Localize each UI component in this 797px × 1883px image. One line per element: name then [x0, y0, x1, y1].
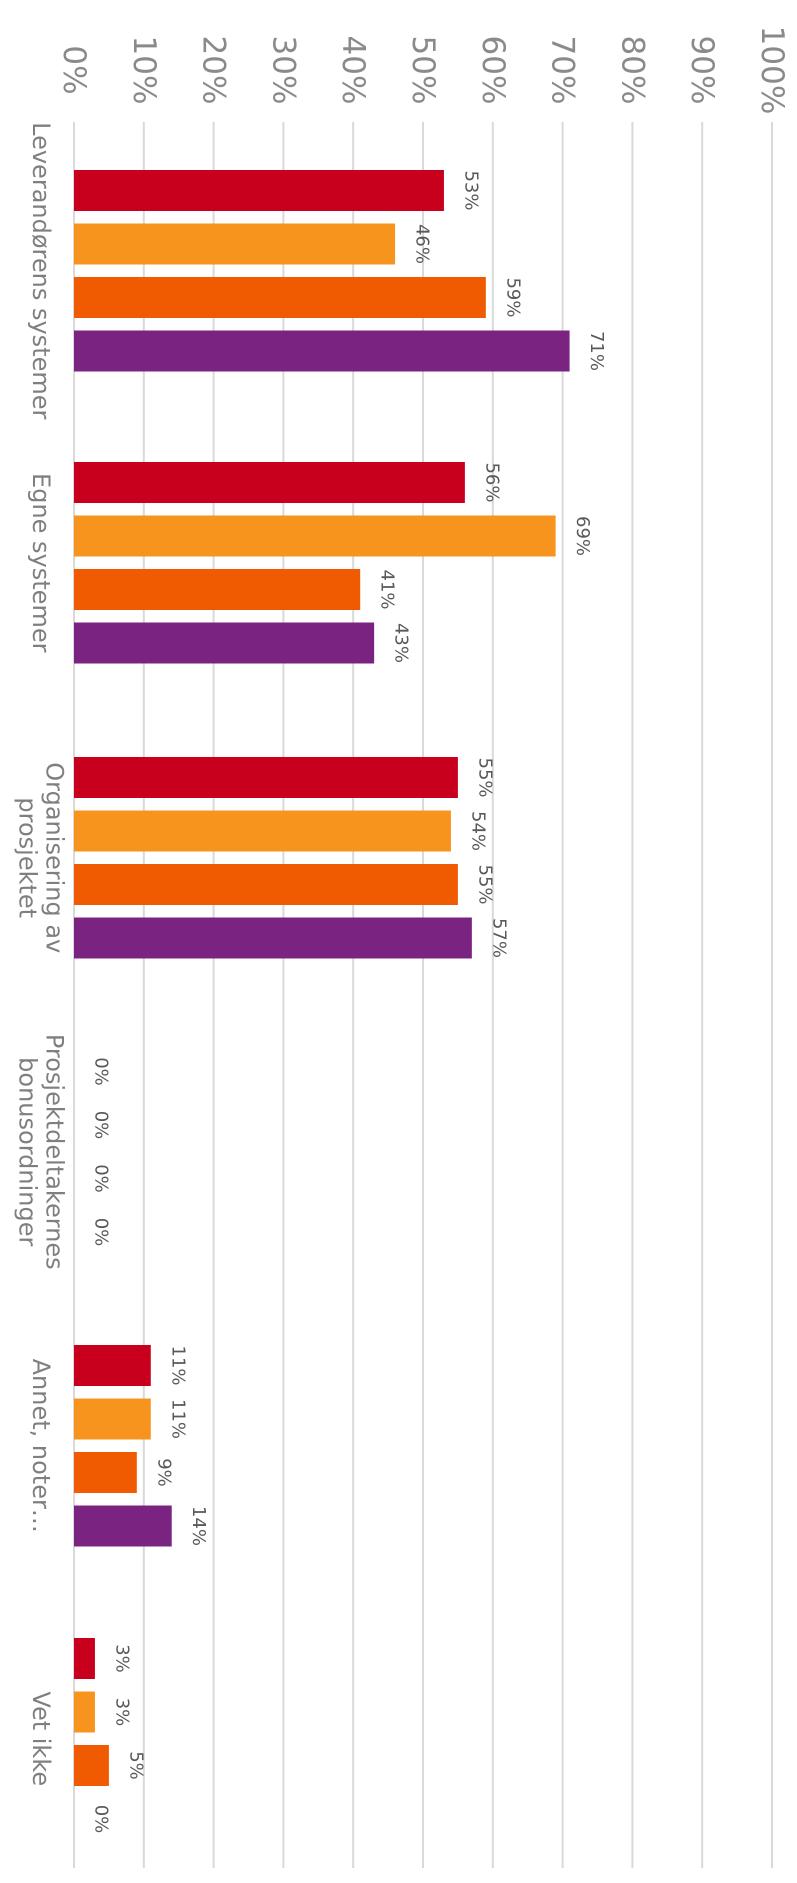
bar [74, 1452, 137, 1493]
data-label: 41% [377, 569, 398, 609]
data-label: 59% [502, 277, 523, 317]
data-label: 46% [412, 224, 433, 264]
gridlines [73, 122, 773, 1868]
category-label: Organisering av [41, 762, 69, 953]
tick-label: 60% [475, 36, 511, 105]
bars [74, 170, 570, 1786]
data-label: 69% [572, 516, 593, 556]
data-label: 56% [481, 462, 502, 502]
data-label: 0% [91, 1111, 112, 1140]
bar [74, 569, 361, 610]
bar [74, 1745, 109, 1786]
bar [74, 1691, 95, 1733]
tick-label: 80% [614, 36, 650, 105]
bar [74, 757, 458, 798]
bar [74, 462, 465, 503]
tick-label: 100% [754, 26, 790, 115]
data-label: 11% [167, 1345, 188, 1385]
tick-label: 30% [265, 36, 301, 105]
category-label: Egne systemer [27, 473, 55, 653]
category-label: Prosjektdeltakernes [41, 1034, 69, 1270]
data-label: 0% [91, 1057, 112, 1086]
tick-label: 90% [684, 36, 720, 105]
tick-label: 40% [335, 36, 371, 105]
bar [74, 330, 570, 372]
data-label: 11% [167, 1399, 188, 1439]
data-label: 54% [467, 811, 488, 851]
data-label: 0% [91, 1218, 112, 1247]
bar [74, 170, 444, 211]
bar [74, 1638, 95, 1679]
data-label: 9% [153, 1458, 174, 1487]
bar [74, 515, 556, 557]
bar [74, 622, 375, 664]
data-label: 3% [111, 1644, 132, 1673]
bar [74, 223, 396, 265]
plot-area: 53%46%59%71%56%69%41%43%55%54%55%57%0%0%… [14, 26, 790, 1868]
category-labels: Leverandørens systemer Egne systemer Organ… [14, 122, 69, 1786]
data-label: 55% [474, 757, 495, 797]
category-label: Annet, noter… [27, 1359, 55, 1533]
data-label: 55% [474, 864, 495, 904]
data-label: 0% [91, 1164, 112, 1193]
data-label: 0% [91, 1805, 112, 1834]
data-label: 53% [460, 170, 481, 210]
bar [74, 810, 451, 852]
category-label: Vet ikke [27, 1691, 55, 1786]
tick-label: 70% [545, 36, 581, 105]
category-label: prosjektet [14, 797, 42, 918]
data-label: 14% [188, 1506, 209, 1546]
bar [74, 917, 472, 959]
bar [74, 277, 486, 318]
data-label: 57% [488, 918, 509, 958]
category-label: Leverandørens systemer [27, 122, 55, 419]
axis-ticks: 0% 10% 20% 30% 40% 50% 60% 70% 80% 90% 100% [56, 26, 790, 115]
bar [74, 864, 458, 905]
tick-label: 20% [196, 36, 232, 105]
data-labels: 53% 46% 59% 71% 56% 69% 41% 43% 55% 54% 55% 57% 0% 0%… [91, 170, 608, 1833]
bar [74, 1398, 151, 1440]
data-label: 71% [586, 331, 607, 371]
bar [74, 1345, 151, 1386]
tick-label: 50% [405, 36, 441, 105]
tick-label: 10% [126, 36, 162, 105]
data-label: 3% [111, 1698, 132, 1727]
data-label: 43% [391, 623, 412, 663]
data-label: 5% [125, 1751, 146, 1780]
tick-label: 0% [56, 45, 92, 94]
category-label: bonusordninger [14, 1057, 42, 1246]
bar [74, 1505, 172, 1547]
